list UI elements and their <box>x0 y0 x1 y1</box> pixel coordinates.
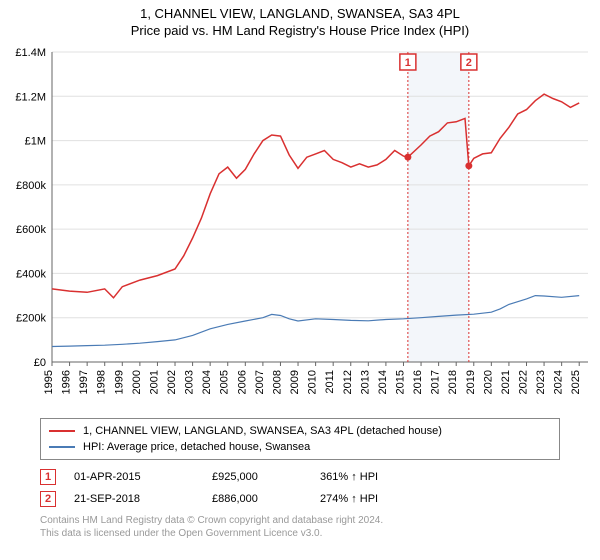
sale-badge: 1 <box>40 469 56 485</box>
x-tick-label: 2003 <box>184 370 196 394</box>
x-tick-label: 2013 <box>359 370 371 394</box>
x-tick-label: 2022 <box>517 370 529 394</box>
legend-label: 1, CHANNEL VIEW, LANGLAND, SWANSEA, SA3 … <box>83 425 442 437</box>
x-tick-label: 2019 <box>465 370 477 394</box>
sale-price: £886,000 <box>212 493 302 505</box>
sale-price: £925,000 <box>212 471 302 483</box>
x-tick-label: 2004 <box>201 370 213 394</box>
sale-marker-dot <box>404 154 411 161</box>
x-tick-label: 2017 <box>430 370 442 394</box>
x-tick-label: 2006 <box>236 370 248 394</box>
legend-swatch <box>49 446 75 448</box>
sale-date: 01-APR-2015 <box>74 471 194 483</box>
x-tick-label: 2011 <box>324 370 336 394</box>
x-tick-label: 1998 <box>96 370 108 394</box>
legend-swatch <box>49 430 75 432</box>
x-tick-label: 2008 <box>271 370 283 394</box>
page-title: 1, CHANNEL VIEW, LANGLAND, SWANSEA, SA3 … <box>0 0 600 21</box>
x-tick-label: 2016 <box>412 370 424 394</box>
x-tick-label: 2021 <box>500 370 512 394</box>
chart-svg: £0 £200k £400k £600k £800k £1M £1.2M £1.4M 1995 1… <box>0 42 600 412</box>
y-tick-label: £800k <box>16 180 46 192</box>
sale-badge: 2 <box>40 491 56 507</box>
y-tick-label: £0 <box>34 357 46 369</box>
sale-pct-vs-hpi: 274% ↑ HPI <box>320 493 430 505</box>
sale-marker-number: 1 <box>405 57 411 69</box>
footer: Contains HM Land Registry data © Crown c… <box>40 514 560 540</box>
x-tick-label: 2007 <box>254 370 266 394</box>
y-tick-label: £1.2M <box>15 91 46 103</box>
x-tick-label: 2024 <box>553 370 565 394</box>
legend-label: HPI: Average price, detached house, Swan… <box>83 441 310 453</box>
x-tick-label: 2025 <box>570 370 582 394</box>
x-tick-label: 1997 <box>78 370 90 394</box>
x-tick-label: 1999 <box>113 370 125 394</box>
y-tick-label: £200k <box>16 313 46 325</box>
y-tick-label: £1.4M <box>15 47 46 59</box>
legend-row: HPI: Average price, detached house, Swan… <box>49 439 551 455</box>
x-tick-label: 2023 <box>535 370 547 394</box>
y-tick-label: £600k <box>16 224 46 236</box>
y-tick-label: £400k <box>16 268 46 280</box>
page-subtitle: Price paid vs. HM Land Registry's House … <box>0 21 600 42</box>
x-tick-label: 2000 <box>131 370 143 394</box>
y-tick-label: £1M <box>25 136 46 148</box>
sale-row: 2 21-SEP-2018 £886,000 274% ↑ HPI <box>40 488 560 510</box>
series-property <box>52 94 579 298</box>
sale-marker-number: 2 <box>466 57 472 69</box>
x-tick-label: 2002 <box>166 370 178 394</box>
sale-marker-dot <box>465 162 472 169</box>
sale-pct-vs-hpi: 361% ↑ HPI <box>320 471 430 483</box>
x-tick-label: 2020 <box>482 370 494 394</box>
legend: 1, CHANNEL VIEW, LANGLAND, SWANSEA, SA3 … <box>40 418 560 460</box>
x-tick-label: 2010 <box>307 370 319 394</box>
x-tick-label: 2001 <box>148 370 160 394</box>
sale-date: 21-SEP-2018 <box>74 493 194 505</box>
x-tick-label: 2015 <box>394 370 406 394</box>
x-tick-label: 2018 <box>447 370 459 394</box>
x-tick-label: 2005 <box>219 370 231 394</box>
x-tick-label: 2012 <box>342 370 354 394</box>
legend-row: 1, CHANNEL VIEW, LANGLAND, SWANSEA, SA3 … <box>49 423 551 439</box>
price-chart: £0 £200k £400k £600k £800k £1M £1.2M £1.4M 1995 1… <box>0 42 600 412</box>
x-tick-label: 1995 <box>43 370 55 394</box>
footer-line-2: This data is licensed under the Open Gov… <box>40 527 560 540</box>
x-tick-label: 2014 <box>377 370 389 394</box>
sales-table: 1 01-APR-2015 £925,000 361% ↑ HPI 2 21-SEP-20… <box>40 466 560 510</box>
x-tick-label: 1996 <box>61 370 73 394</box>
footer-line-1: Contains HM Land Registry data © Crown c… <box>40 514 560 527</box>
series-hpi <box>52 296 579 347</box>
sale-row: 1 01-APR-2015 £925,000 361% ↑ HPI <box>40 466 560 488</box>
legend-box: 1, CHANNEL VIEW, LANGLAND, SWANSEA, SA3 … <box>40 418 560 460</box>
x-tick-label: 2009 <box>289 370 301 394</box>
